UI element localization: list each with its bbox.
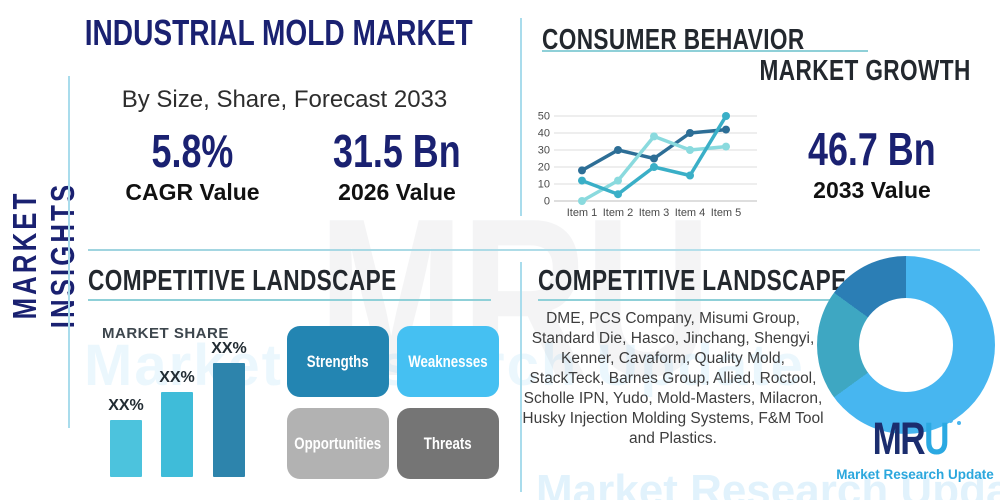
market-growth-title: MARKET GROWTH [759, 55, 971, 87]
forecast-label: 2033 Value [813, 177, 931, 203]
market-share-bar-label: XX% [211, 340, 247, 357]
base-year-value: 31.5 Bn [333, 125, 461, 177]
svg-text:Item 2: Item 2 [603, 207, 634, 219]
svg-text:Item 3: Item 3 [639, 207, 670, 219]
market-share-bar [110, 420, 142, 477]
swot-strengths-label: Strengths [307, 351, 369, 371]
svg-text:Item 4: Item 4 [675, 207, 706, 219]
swot-grid: Strengths Weaknesses Opportunities Threa… [287, 326, 499, 479]
company-list: DME, PCS Company, Misumi Group, Standard… [522, 310, 824, 447]
swot-weaknesses-label: Weaknesses [408, 351, 488, 371]
svg-text:40: 40 [538, 128, 550, 140]
swot-weaknesses-box: Weaknesses [397, 326, 499, 397]
competitive-share-donut-chart [817, 256, 995, 434]
market-share-label: MARKET SHARE [102, 325, 229, 342]
logo-splash-icon [954, 409, 961, 416]
donut-hole [859, 298, 953, 392]
consumer-behavior-underline [542, 50, 868, 52]
market-share-bar [161, 392, 193, 477]
swot-opportunities-box: Opportunities [287, 408, 389, 479]
forecast-stat: 46.7 Bn 2033 Value [786, 124, 958, 204]
swot-threats-label: Threats [424, 433, 472, 453]
market-share-bar-label: XX% [108, 397, 144, 414]
mru-logo-text: MRU [872, 413, 949, 464]
competitive-landscape-right-underline [538, 299, 870, 301]
competitive-landscape-left-underline [88, 299, 491, 301]
svg-text:10: 10 [538, 179, 550, 191]
cagr-value: 5.8% [151, 125, 234, 177]
page-subtitle: By Size, Share, Forecast 2033 [121, 86, 448, 113]
cagr-label: CAGR Value [125, 179, 260, 205]
cagr-stat: 5.8% CAGR Value [110, 126, 275, 206]
logo-splash-icon [948, 418, 953, 423]
vertical-divider-bottom [520, 262, 522, 492]
competitive-landscape-right-title: COMPETITIVE LANDSCAPE [538, 265, 847, 297]
svg-text:0: 0 [544, 196, 550, 208]
competitive-landscape-left-title: COMPETITIVE LANDSCAPE [88, 265, 397, 297]
mru-logo: MRU [840, 409, 980, 464]
base-year-stat: 31.5 Bn 2026 Value [308, 126, 486, 206]
horizontal-divider [88, 249, 980, 251]
svg-text:Item 1: Item 1 [567, 207, 598, 219]
svg-text:30: 30 [538, 145, 550, 157]
page-title: INDUSTRIAL MOLD MARKET [84, 12, 473, 53]
sidebar-vertical-title: MARKET INSIGHTS [6, 181, 81, 329]
swot-opportunities-label: Opportunities [294, 433, 382, 453]
vertical-divider-top [520, 18, 522, 216]
svg-text:50: 50 [538, 111, 550, 123]
sidebar-divider-line [68, 76, 70, 428]
svg-text:20: 20 [538, 162, 550, 174]
market-share-bar [213, 363, 245, 477]
logo-splash-icon [957, 421, 961, 425]
svg-text:Item 5: Item 5 [711, 207, 742, 219]
mru-logo-tagline: Market Research Update [836, 467, 994, 482]
market-share-bar-label: XX% [159, 369, 195, 386]
base-year-label: 2026 Value [338, 179, 456, 205]
swot-threats-box: Threats [397, 408, 499, 479]
swot-strengths-box: Strengths [287, 326, 389, 397]
consumer-behavior-title: CONSUMER BEHAVIOR [542, 24, 805, 56]
market-growth-line-chart: 0 10 20 30 40 50 Item 1 Item 2 Item 3 Item 4 Item … [538, 111, 757, 219]
forecast-value: 46.7 Bn [808, 123, 936, 175]
